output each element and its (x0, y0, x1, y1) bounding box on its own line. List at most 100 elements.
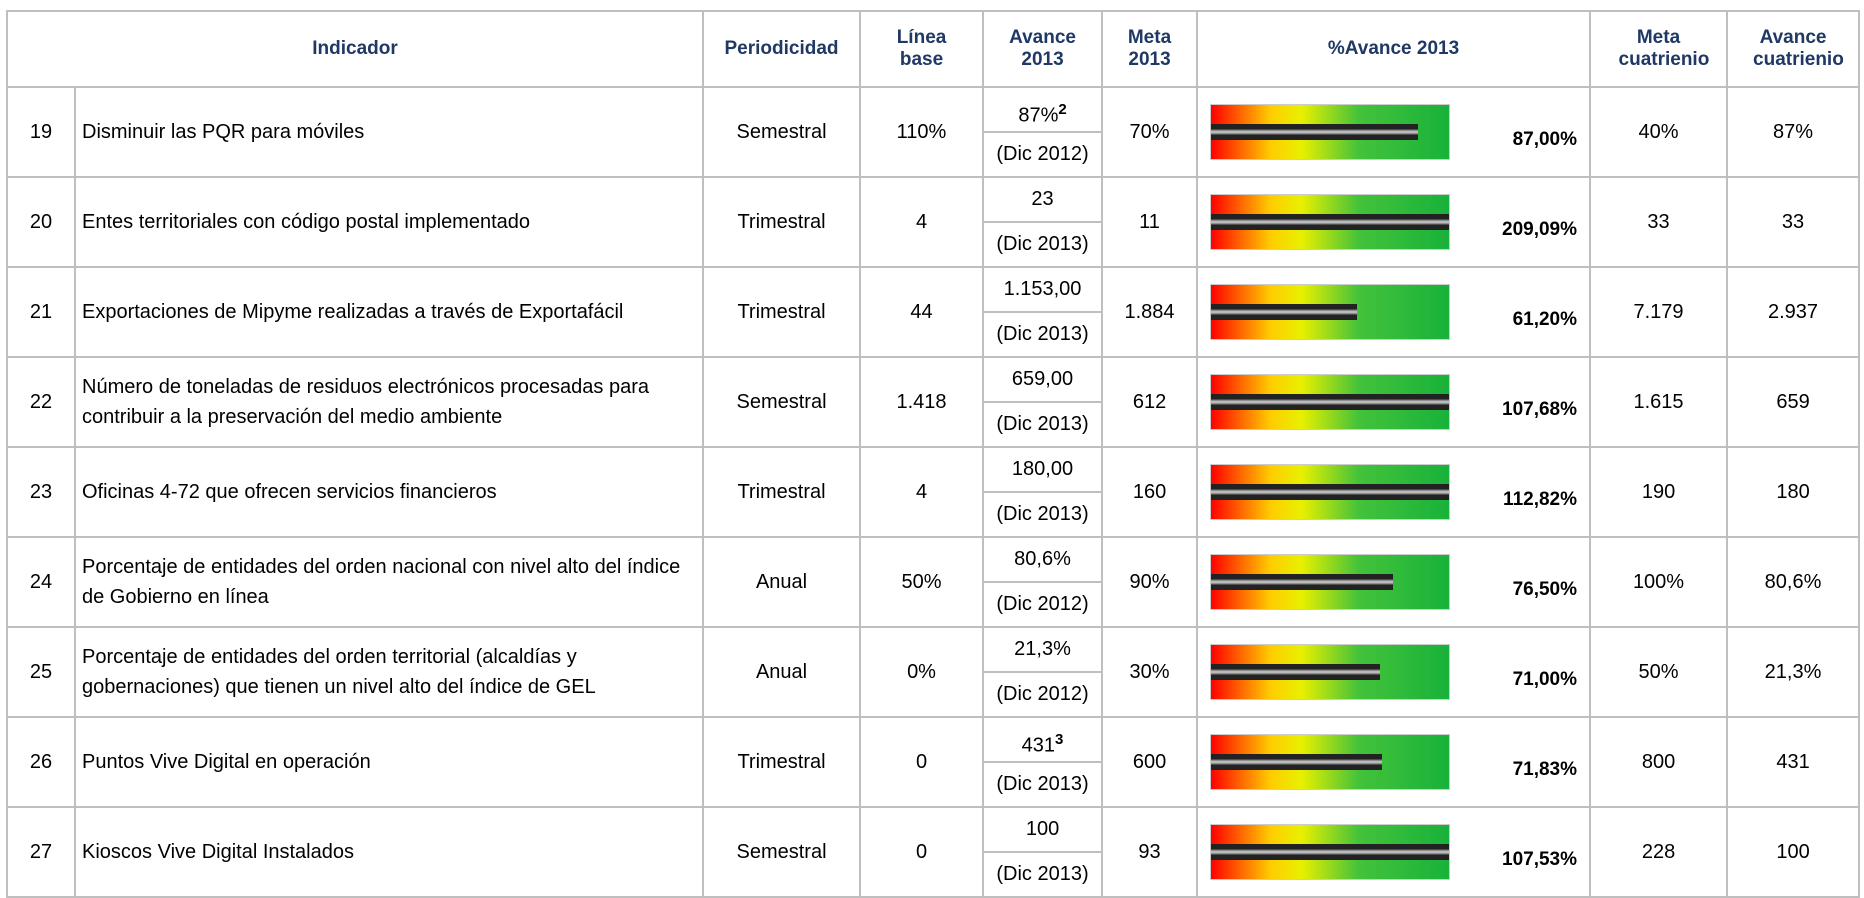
indicator-name: Porcentaje de entidades del orden territ… (73, 626, 705, 718)
indicator-name: Número de toneladas de residuos electrón… (73, 356, 705, 448)
baseline: 4 (859, 176, 985, 268)
header-cell: %Avance 2013 (1196, 10, 1592, 88)
target-period: 800 (1589, 716, 1729, 808)
progress-cell: 1.153,00 (Dic 2013) (982, 266, 1104, 358)
target-2013: 160 (1101, 446, 1199, 538)
gauge-cell: 76,50% (1196, 536, 1592, 628)
progress-value: 180,00 (1011, 458, 1074, 480)
header-text: Meta 2013 (1127, 27, 1172, 70)
indicator-name: Entes territoriales con código postal im… (73, 176, 705, 268)
target-2013: 612 (1101, 356, 1199, 448)
header-text: Indicador (312, 38, 398, 59)
indicator-name: Puntos Vive Digital en operación (73, 716, 705, 808)
baseline: 50% (859, 536, 985, 628)
indicator-name: Oficinas 4-72 que ofrecen servicios fina… (73, 446, 705, 538)
footnote-mark: 3 (1055, 731, 1064, 748)
periodicity: Trimestral (702, 716, 862, 808)
gauge-label: 112,82% (1503, 489, 1578, 510)
header-cell: Avance cuatrienio (1726, 10, 1861, 88)
target-2013: 70% (1101, 86, 1199, 178)
gauge-cell: 107,68% (1196, 356, 1592, 448)
progress-value-wrap: 80,6% (984, 538, 1101, 581)
table-row: 23 Oficinas 4-72 que ofrecen servicios fi… (6, 446, 1861, 538)
header-row: Indicador Periodicidad Línea base Avance 20… (5, 10, 1861, 88)
header-cell: Avance 2013 (982, 10, 1104, 88)
header-cell: Línea base (859, 10, 985, 88)
header-text: %Avance 2013 (1327, 38, 1460, 59)
target-period: 228 (1589, 806, 1729, 898)
row-number: 20 (6, 176, 76, 268)
row-number: 24 (6, 536, 76, 628)
gauge-box (1210, 734, 1451, 790)
gauge-label: 107,53% (1502, 849, 1578, 870)
table-row: 20 Entes territoriales con código postal … (6, 176, 1861, 268)
progress-value-wrap: 180,00 (984, 448, 1101, 491)
periodicity: Trimestral (702, 266, 862, 358)
progress-date: (Dic 2012) (984, 581, 1102, 626)
indicator-name: Disminuir las PQR para móviles (73, 86, 705, 178)
periodicity: Semestral (702, 806, 862, 898)
progress-date: (Dic 2012) (984, 131, 1102, 176)
header-text: Periodicidad (724, 38, 839, 59)
progress-value: 87% (1018, 104, 1059, 127)
progress-value: 21,3% (1014, 638, 1071, 660)
gauge-bar (1211, 394, 1450, 410)
header-cell: Meta cuatrienio (1589, 10, 1729, 88)
baseline: 0 (859, 806, 985, 898)
progress-value-wrap: 4313 (984, 718, 1101, 761)
target-2013: 11 (1101, 176, 1199, 268)
gauge-bar (1211, 484, 1450, 500)
header-cell: Periodicidad (702, 10, 862, 88)
baseline: 44 (859, 266, 985, 358)
baseline: 1.418 (859, 356, 985, 448)
header-text: Línea base (896, 27, 947, 70)
periodicity: Anual (702, 626, 862, 718)
progress-date: (Dic 2013) (984, 761, 1102, 806)
gauge-box (1210, 554, 1451, 610)
target-2013: 1.884 (1101, 266, 1199, 358)
gauge-label: 209,09% (1502, 219, 1578, 240)
gauge-cell: 87,00% (1196, 86, 1592, 178)
gauge: 76,50% (1198, 554, 1589, 610)
progress-value: 80,6% (1014, 548, 1071, 570)
gauge-label: 87,00% (1512, 129, 1578, 150)
progress-value: 659,00 (1011, 368, 1074, 390)
gauge-cell: 71,83% (1196, 716, 1592, 808)
gauge-bar (1211, 664, 1380, 680)
indicator-name: Porcentaje de entidades del orden nacion… (73, 536, 705, 628)
gauge-box (1210, 824, 1451, 880)
target-2013: 600 (1101, 716, 1199, 808)
progress-cell: 180,00 (Dic 2013) (982, 446, 1104, 538)
gauge-cell: 71,00% (1196, 626, 1592, 718)
gauge-bar (1211, 304, 1357, 320)
target-period: 7.179 (1589, 266, 1729, 358)
gauge-bar (1211, 214, 1450, 230)
gauge-box (1210, 104, 1451, 160)
indicator-name: Exportaciones de Mipyme realizadas a tra… (73, 266, 705, 358)
gauge-bar (1211, 754, 1382, 770)
progress-period: 431 (1726, 716, 1861, 808)
target-period: 190 (1589, 446, 1729, 538)
row-number: 23 (6, 446, 76, 538)
progress-cell: 23 (Dic 2013) (982, 176, 1104, 268)
progress-cell: 21,3% (Dic 2012) (982, 626, 1104, 718)
periodicity: Semestral (702, 356, 862, 448)
gauge-box (1210, 644, 1451, 700)
table-row: 22 Número de toneladas de residuos electr… (6, 356, 1861, 448)
table-row: 19 Disminuir las PQR para móviles Semestra… (6, 86, 1861, 178)
progress-date: (Dic 2013) (984, 851, 1102, 896)
table-row: 21 Exportaciones de Mipyme realizadas a t… (6, 266, 1861, 358)
indicator-name: Kioscos Vive Digital Instalados (73, 806, 705, 898)
progress-period: 33 (1726, 176, 1861, 268)
table-row: 26 Puntos Vive Digital en operación Trimes… (6, 716, 1861, 808)
gauge: 112,82% (1198, 464, 1589, 520)
gauge: 107,53% (1198, 824, 1589, 880)
gauge: 209,09% (1198, 194, 1589, 250)
gauge: 71,83% (1198, 734, 1589, 790)
gauge-cell: 112,82% (1196, 446, 1592, 538)
periodicity: Trimestral (702, 446, 862, 538)
progress-value: 431 (1021, 734, 1056, 757)
progress-period: 80,6% (1726, 536, 1861, 628)
progress-period: 180 (1726, 446, 1861, 538)
progress-period: 21,3% (1726, 626, 1861, 718)
